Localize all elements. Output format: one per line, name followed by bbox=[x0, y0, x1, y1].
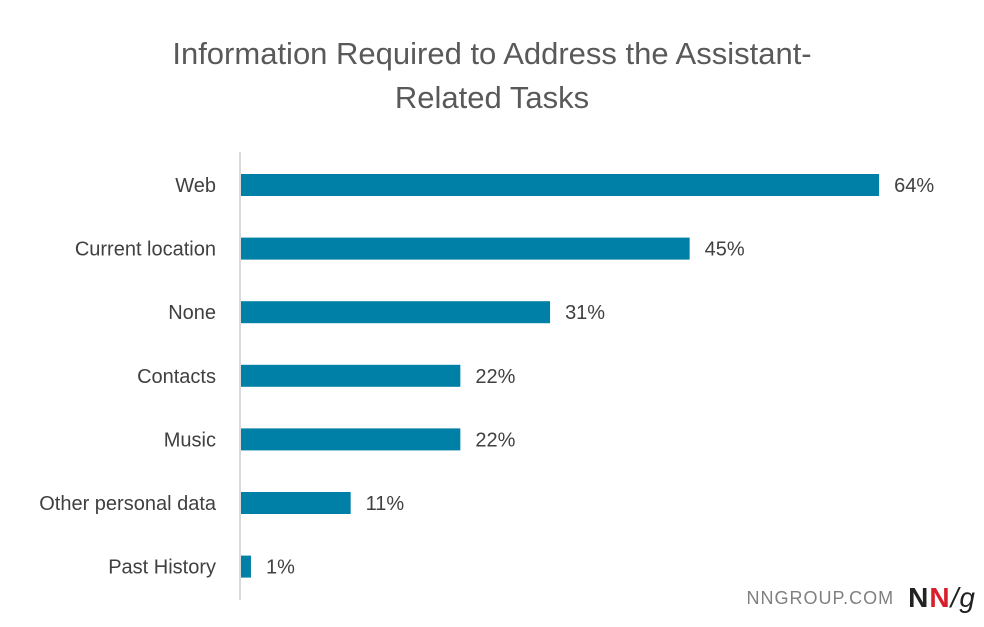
category-label: Contacts bbox=[137, 366, 216, 388]
bar-other-personal-data bbox=[241, 492, 351, 514]
nng-logo: N N / g bbox=[908, 582, 976, 614]
category-label: Music bbox=[164, 429, 216, 451]
watermark-site: NNGROUP.COM bbox=[746, 587, 895, 608]
data-label: 45% bbox=[705, 239, 745, 261]
bar-web bbox=[241, 174, 880, 196]
category-label: Past History bbox=[108, 557, 216, 579]
data-label: 22% bbox=[475, 366, 515, 388]
category-label: Web bbox=[175, 175, 216, 197]
category-label: Other personal data bbox=[39, 493, 217, 515]
bar-none bbox=[241, 301, 551, 324]
data-label: 11% bbox=[366, 493, 405, 515]
chart-title-line-1: Information Required to Address the Assi… bbox=[172, 36, 812, 71]
logo-slash: / bbox=[950, 582, 960, 613]
bar-contacts bbox=[241, 364, 461, 387]
bar-current-location bbox=[241, 237, 690, 260]
chart-title-line-2: Related Tasks bbox=[394, 80, 590, 115]
logo-n2: N bbox=[929, 582, 951, 613]
bar-past-history bbox=[241, 555, 251, 578]
bar-music bbox=[241, 428, 461, 451]
logo-n1: N bbox=[908, 582, 930, 613]
watermark: NNGROUP.COM N N / g bbox=[746, 582, 976, 614]
category-label: Current location bbox=[75, 239, 216, 261]
data-label: 64% bbox=[894, 175, 934, 197]
data-label: 22% bbox=[475, 429, 515, 451]
data-label: 31% bbox=[565, 302, 605, 324]
data-label: 1% bbox=[266, 557, 295, 579]
logo-g: g bbox=[959, 582, 976, 613]
category-label: None bbox=[168, 302, 216, 324]
